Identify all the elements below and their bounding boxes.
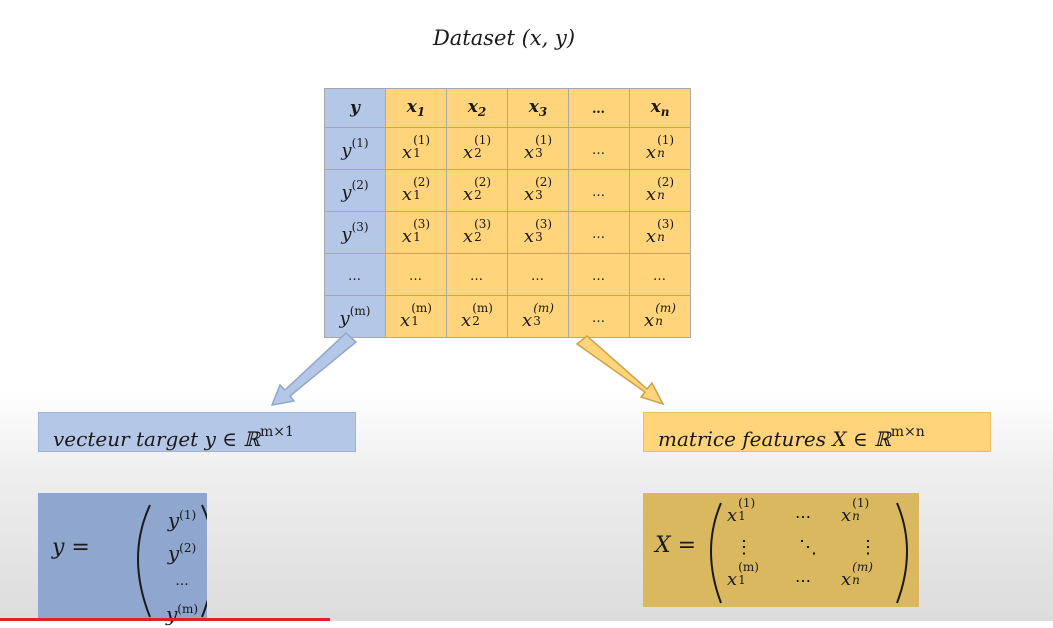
target-cell: y(3) — [324, 211, 386, 254]
diagram-title: Dataset (x, y) — [0, 26, 1008, 50]
ellipsis-cell: … — [568, 127, 630, 170]
vector-lhs: y = — [52, 535, 90, 560]
feature-cell: x (m) n — [629, 295, 691, 338]
vector-parens-icon — [137, 504, 207, 618]
ellipsis-cell: … — [446, 253, 508, 296]
feature-cell: x (3) 1 — [385, 211, 447, 254]
feature-cell: x (1) 1 — [385, 127, 447, 170]
matrix-top-left: x (1) 1 — [727, 496, 756, 527]
dataset-table: y x1 x2 x3 … xn y(1) x (1) 1 x (1) 2 x (1) 3… x (1)… — [324, 88, 691, 338]
ellipsis-cell: … — [568, 253, 630, 296]
ellipsis-cell: … — [507, 253, 569, 296]
header-y: y — [324, 88, 386, 128]
matrix-parens-icon — [710, 502, 908, 604]
ellipsis-cell: … — [324, 253, 386, 296]
ellipsis-cell: … — [385, 253, 447, 296]
arrow-to-target-icon — [270, 331, 358, 406]
video-progress-bar[interactable] — [0, 618, 330, 621]
ellipsis-cell: … — [568, 211, 630, 254]
table-row: y(1) x (1) 1 x (1) 2 x (1) 3… x (1) n — [324, 127, 691, 170]
feature-cell: x (3) 3 — [507, 211, 569, 254]
vector-entry-ellipsis: ... — [175, 573, 189, 589]
table-row: y(3) x (3) 1 x (3) 2 x (3) 3… x (3) n — [324, 211, 691, 254]
target-vector-box: y = y(1) y(2) ... y(m) — [38, 493, 207, 626]
vector-entry-1: y(1) — [167, 508, 197, 532]
table-header-row: y x1 x2 x3 … xn — [324, 88, 691, 128]
feature-cell: x (3) n — [629, 211, 691, 254]
feature-cell: x (1) n — [629, 127, 691, 170]
header-x1: x1 — [385, 88, 447, 128]
feature-cell: x (1) 3 — [507, 127, 569, 170]
feature-cell: x (2) 2 — [446, 169, 508, 212]
header-xn: xn — [629, 88, 691, 128]
matrix-bottom-left: x (m) 1 — [727, 560, 759, 591]
title-args: (x, y) — [521, 26, 576, 50]
feature-cell: x (2) 1 — [385, 169, 447, 212]
vector-entry-2: y(2) — [167, 541, 197, 565]
header-ellipsis: … — [568, 88, 630, 128]
feature-cell: x (m) 1 — [385, 295, 447, 338]
header-x3: x3 — [507, 88, 569, 128]
title-base: Dataset — [432, 26, 515, 50]
feature-cell: x (1) 2 — [446, 127, 508, 170]
vector-entries: y(1) y(2) ... y(m) — [158, 501, 206, 628]
matrix-top-hdots: ⋯ — [795, 507, 811, 526]
table-row: y(m) x (m) 1 x (m) 2 x (m) 3… x (m) n — [324, 295, 691, 338]
target-cell: y(m) — [324, 295, 386, 338]
ellipsis-cell: … — [568, 169, 630, 212]
feature-cell: x (2) 3 — [507, 169, 569, 212]
table-row: ……………… — [324, 253, 691, 296]
feature-matrix-box: X = x (1) 1 ⋯ x (1) n ⋮ ⋱ ⋮ x (m) 1 ⋯ x (m) n — [643, 493, 919, 607]
matrix-bottom-hdots: ⋯ — [795, 571, 811, 590]
ellipsis-cell: … — [568, 295, 630, 338]
ellipsis-cell: … — [629, 253, 691, 296]
feature-cell: x (2) n — [629, 169, 691, 212]
matrix-right-vdots: ⋮ — [859, 537, 877, 558]
feature-cell: x (3) 2 — [446, 211, 508, 254]
matrix-bottom-right: x (m) n — [841, 560, 873, 591]
feature-cell: x (m) 2 — [446, 295, 508, 338]
feature-matrix-label: matrice features X ∈ ℝm×n — [643, 412, 991, 452]
matrix-left-vdots: ⋮ — [735, 537, 753, 558]
header-x2: x2 — [446, 88, 508, 128]
target-cell: y(1) — [324, 127, 386, 170]
target-cell: y(2) — [324, 169, 386, 212]
matrix-top-right: x (1) n — [841, 496, 870, 527]
vector-entry-m: y(m) — [165, 602, 199, 626]
table-row: y(2) x (2) 1 x (2) 2 x (2) 3… x (2) n — [324, 169, 691, 212]
matrix-lhs: X = — [655, 533, 697, 558]
arrow-to-features-icon — [575, 335, 665, 406]
target-vector-label: vecteur target y ∈ ℝm×1 — [38, 412, 356, 452]
matrix-ddots: ⋱ — [799, 537, 817, 558]
feature-cell: x (m) 3 — [507, 295, 569, 338]
